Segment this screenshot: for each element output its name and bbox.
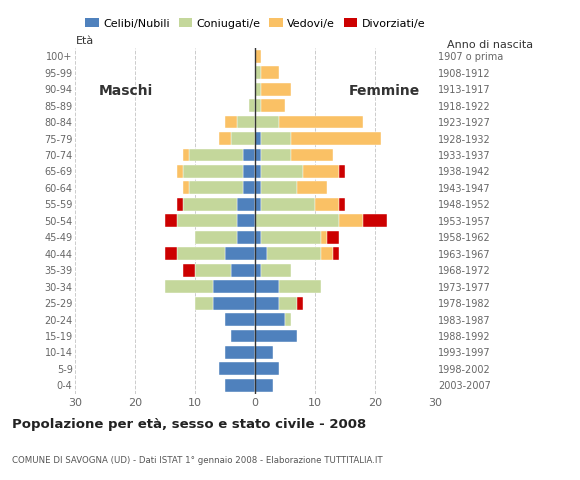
Bar [231,132,255,145]
Bar [231,264,255,276]
Bar [303,165,339,178]
Bar [363,215,387,227]
Bar [255,313,285,326]
Bar [261,83,291,96]
Bar [255,132,261,145]
Bar [261,148,291,161]
Bar [255,346,273,359]
Bar [255,297,279,310]
Bar [333,247,339,260]
Bar [261,99,285,112]
Bar [225,116,237,129]
Bar [189,148,243,161]
Bar [177,215,237,227]
Bar [255,165,261,178]
Bar [165,215,177,227]
Bar [237,116,255,129]
Bar [237,231,255,244]
Bar [261,181,297,194]
Bar [261,66,279,79]
Bar [183,148,189,161]
Bar [183,198,237,211]
Bar [255,198,261,211]
Bar [255,116,279,129]
Bar [267,247,321,260]
Bar [183,165,243,178]
Legend: Celibi/Nubili, Coniugati/e, Vedovi/e, Divorziati/e: Celibi/Nubili, Coniugati/e, Vedovi/e, Di… [81,14,430,33]
Bar [339,198,345,211]
Bar [195,231,237,244]
Text: Popolazione per età, sesso e stato civile - 2008: Popolazione per età, sesso e stato civil… [12,418,366,431]
Bar [255,181,261,194]
Bar [279,280,321,293]
Bar [255,66,261,79]
Bar [219,132,231,145]
Bar [183,264,195,276]
Bar [255,231,261,244]
Bar [213,297,255,310]
Bar [237,198,255,211]
Text: Anno di nascita: Anno di nascita [447,40,532,50]
Bar [225,313,255,326]
Bar [279,297,297,310]
Bar [297,297,303,310]
Bar [297,181,327,194]
Bar [291,132,381,145]
Bar [219,362,255,375]
Bar [255,215,339,227]
Bar [327,231,339,244]
Bar [291,148,333,161]
Bar [255,148,261,161]
Bar [321,247,333,260]
Bar [315,198,339,211]
Bar [213,280,255,293]
Bar [261,231,321,244]
Bar [255,99,261,112]
Text: COMUNE DI SAVOGNA (UD) - Dati ISTAT 1° gennaio 2008 - Elaborazione TUTTITALIA.IT: COMUNE DI SAVOGNA (UD) - Dati ISTAT 1° g… [12,456,382,465]
Bar [165,280,213,293]
Bar [255,379,273,392]
Bar [255,264,261,276]
Bar [261,198,315,211]
Bar [237,215,255,227]
Bar [243,181,255,194]
Bar [339,165,345,178]
Bar [255,362,279,375]
Bar [285,313,291,326]
Bar [255,83,261,96]
Bar [243,148,255,161]
Bar [255,50,261,63]
Bar [189,181,243,194]
Bar [225,247,255,260]
Bar [177,198,183,211]
Bar [249,99,255,112]
Bar [183,181,189,194]
Text: Età: Età [75,36,93,47]
Bar [165,247,177,260]
Bar [243,165,255,178]
Bar [255,330,297,342]
Bar [177,165,183,178]
Bar [339,215,363,227]
Bar [261,132,291,145]
Bar [225,379,255,392]
Text: Femmine: Femmine [349,84,420,98]
Bar [231,330,255,342]
Bar [261,165,303,178]
Bar [261,264,291,276]
Bar [225,346,255,359]
Text: Maschi: Maschi [99,84,153,98]
Bar [195,264,231,276]
Bar [321,231,327,244]
Bar [255,247,267,260]
Bar [279,116,363,129]
Bar [177,247,225,260]
Bar [195,297,213,310]
Bar [255,280,279,293]
